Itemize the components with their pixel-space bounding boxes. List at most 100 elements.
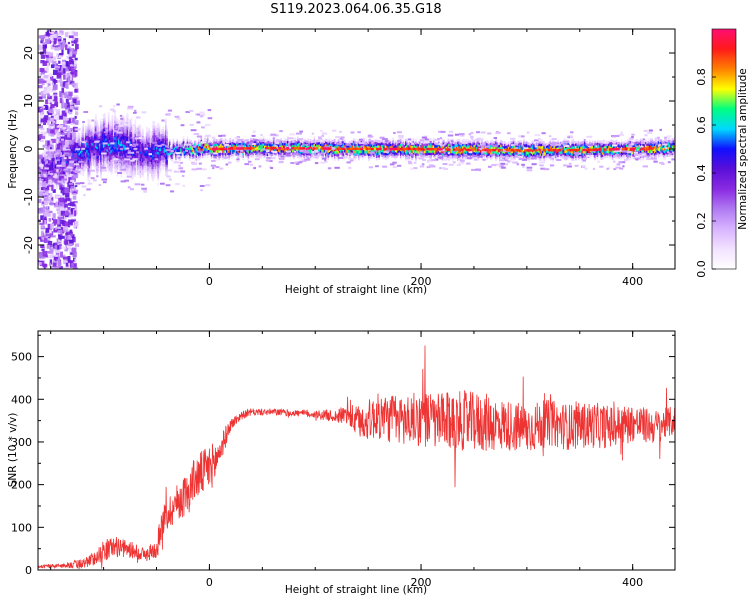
spectrogram-cell: [507, 151, 510, 154]
spectrogram-cell: [361, 156, 364, 160]
spectrogram-cell: [163, 154, 166, 158]
spectrogram-cell: [161, 153, 163, 156]
spectrogram-cell: [137, 133, 139, 137]
spectrogram-cell: [464, 147, 467, 150]
spectrogram-cell: [168, 143, 171, 147]
spectrogram-cell: [154, 156, 157, 160]
spectrogram-cell: [234, 143, 237, 146]
spectrogram-cell: [134, 174, 137, 178]
spectrogram-cell: [496, 142, 499, 145]
spectrogram-cell: [129, 153, 132, 156]
spectrogram-cell: [525, 153, 528, 156]
spectrogram-cell: [660, 146, 662, 150]
spectrogram-cell: [140, 139, 143, 142]
spectrogram-cell: [411, 150, 413, 153]
spectrogram-cell: [138, 133, 140, 137]
spectrogram-cell: [71, 148, 73, 152]
spectrogram-cell: [523, 146, 525, 149]
spectrogram-cell: [471, 155, 473, 158]
spectrogram-cell: [430, 143, 433, 146]
spectrogram-cell: [124, 159, 126, 163]
spectrogram-cell: [279, 143, 281, 146]
spectrogram-cell: [132, 140, 134, 144]
spectrogram-cell: [477, 143, 479, 147]
spectrogram-cell: [88, 124, 91, 128]
spectrogram-cell: [606, 145, 609, 149]
spectrogram-cell: [109, 144, 111, 148]
spectrogram-cell: [610, 151, 613, 154]
spectrogram-cell: [392, 142, 394, 146]
spectrogram-cell: [530, 141, 533, 145]
spectrogram-cell: [543, 141, 546, 144]
spectrogram-cell: [643, 146, 646, 149]
spectrogram-cell: [100, 137, 102, 141]
spectrogram-cell: [162, 136, 165, 139]
spectrogram-cell: [222, 140, 224, 144]
spectrogram-cell: [394, 152, 397, 155]
spectrogram-cell: [581, 150, 584, 154]
spectrogram-cell: [333, 148, 336, 152]
spectrogram-cell: [413, 152, 416, 155]
spectrogram-cell: [145, 170, 148, 173]
spectrogram-cell: [109, 166, 111, 169]
spectrogram-cell: [154, 139, 157, 143]
spectrogram-cell: [138, 167, 140, 170]
spectrogram-cell: [585, 154, 587, 158]
spectrogram-cell: [76, 150, 78, 153]
spectrogram-cell: [652, 150, 655, 154]
spectrogram-cell: [468, 152, 471, 156]
spectrogram-cell: [125, 133, 128, 137]
spectrogram-cell: [144, 167, 147, 171]
spectrogram-cell: [342, 138, 345, 142]
spectrogram-cell: [198, 155, 200, 159]
spectrogram-cell: [454, 142, 457, 145]
spectrogram-cell: [96, 124, 99, 128]
spectrogram-cell: [118, 127, 120, 131]
spectrogram-cell: [388, 144, 391, 148]
spectrogram-cell: [539, 141, 542, 144]
spectrogram-cell: [656, 142, 659, 146]
spectrogram-cell: [595, 155, 598, 158]
spectrogram-cell: [38, 164, 40, 167]
spectrogram-cell: [195, 160, 198, 163]
spectrogram-cell: [177, 156, 180, 160]
spectrogram-cell: [568, 153, 571, 157]
spectrogram-cell: [430, 138, 433, 141]
spectrogram-cell: [186, 155, 189, 159]
spectrogram-cell: [497, 142, 500, 146]
spectrogram-cell: [76, 164, 78, 168]
spectrogram-cell: [173, 149, 176, 153]
spectrogram-cell: [154, 168, 157, 172]
spectrogram-cell: [295, 150, 298, 154]
spectrogram-cell: [449, 150, 452, 153]
spectrogram-cell: [586, 145, 589, 149]
spectrogram-cell: [145, 136, 148, 139]
spectrogram-cell: [200, 151, 203, 155]
spectrogram-cell: [434, 144, 436, 147]
spectrogram-cell: [528, 152, 530, 155]
spectrogram-cell: [121, 119, 124, 123]
spectrogram-cell: [326, 144, 328, 147]
spectrogram-cell: [587, 150, 590, 154]
spectrogram-cell: [135, 128, 138, 132]
spectrogram-cell: [62, 134, 64, 137]
spectrogram-cell: [309, 151, 312, 154]
spectrogram-cell: [82, 149, 85, 153]
spectrogram-cell: [483, 141, 486, 145]
spectrogram-cell: [264, 152, 266, 156]
spectrogram-cell: [521, 142, 524, 146]
spectrogram-cell: [156, 154, 158, 157]
spectrogram-cell: [184, 146, 186, 149]
spectrogram-cell: [147, 151, 149, 155]
spectrogram-cell: [93, 138, 96, 142]
spectrogram-cell: [491, 141, 493, 145]
spectrogram-cell: [129, 141, 132, 144]
spectrogram-cell: [120, 170, 123, 173]
spectrogram-cell: [227, 145, 229, 148]
spectrogram-cell: [82, 125, 85, 129]
spectrogram-cell: [599, 150, 601, 153]
spectrogram-cell: [86, 164, 88, 167]
spectrogram-cell: [200, 139, 203, 143]
spectrogram-cell: [123, 147, 125, 150]
spectrogram-cell: [151, 130, 153, 134]
